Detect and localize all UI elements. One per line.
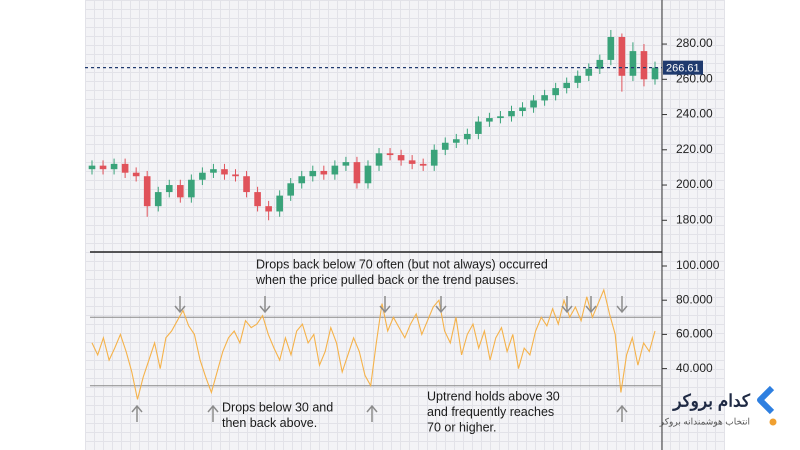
y-tick-label: 280.00	[676, 36, 713, 50]
candle-body	[243, 176, 250, 193]
candle-body	[452, 139, 460, 143]
candle-body	[397, 155, 405, 161]
grid-background	[85, 0, 725, 450]
down-arrow-head	[561, 305, 573, 314]
y-tick-label: 80.000	[676, 292, 713, 306]
y-tick-label: 220.00	[676, 142, 713, 156]
candle-body	[143, 176, 151, 207]
candle-body	[386, 153, 394, 156]
y-tick-label: 100.000	[676, 258, 720, 272]
candle-body	[121, 163, 129, 173]
candle-body	[154, 192, 162, 207]
up-arrow-head	[366, 404, 378, 413]
candle-body	[618, 37, 626, 76]
annotation: when the price pulled back or the trend …	[255, 273, 519, 287]
candle-body	[177, 185, 184, 198]
candle-body	[408, 160, 416, 164]
candle-body	[199, 172, 206, 180]
candle-body	[607, 37, 615, 60]
candle-body	[486, 118, 493, 122]
annotation: 70 or higher.	[427, 420, 497, 434]
candle-body	[419, 163, 427, 166]
candle-body	[320, 170, 328, 175]
rsi-line	[91, 288, 656, 400]
candle-body	[563, 82, 570, 89]
y-tick-label: 60.000	[676, 327, 713, 341]
candle-body	[265, 206, 272, 212]
y-tick-label: 240.00	[676, 107, 713, 121]
up-arrow-head	[207, 404, 219, 413]
candle-body	[629, 51, 637, 76]
candle-body	[309, 170, 317, 177]
candle-body	[254, 192, 261, 207]
last-price-box	[663, 60, 703, 75]
annotation: Drops below 30 and	[222, 400, 333, 414]
candle-body	[232, 174, 239, 177]
last-price-label: 266.61	[666, 63, 700, 75]
candle-body	[530, 100, 537, 108]
candle-body	[331, 165, 339, 175]
candle-body	[276, 195, 283, 212]
candle-body	[342, 162, 350, 166]
candle-body	[287, 183, 295, 196]
candle-body	[210, 169, 217, 173]
candle-body	[188, 179, 195, 198]
candle-body	[375, 153, 383, 166]
candle-body	[441, 142, 449, 150]
candle-body	[541, 95, 548, 101]
annotation: Uptrend holds above 30	[427, 389, 560, 403]
y-tick-label: 260.00	[676, 71, 713, 85]
down-arrow-head	[435, 305, 447, 314]
candle-body	[519, 107, 526, 112]
candle-body	[574, 75, 582, 83]
down-arrow-head	[174, 305, 186, 314]
candle-body	[552, 88, 559, 96]
candle-body	[651, 67, 659, 80]
candle-body	[221, 169, 228, 175]
candle-body	[585, 68, 593, 76]
candle-body	[88, 165, 96, 170]
candle-body	[110, 163, 118, 170]
candle-body	[497, 116, 504, 119]
candle-body	[640, 51, 648, 80]
logo-dot	[769, 418, 777, 426]
down-arrow-head	[616, 305, 628, 314]
up-arrow-head	[616, 404, 628, 413]
candle-body	[596, 59, 604, 69]
y-tick-label: 40.000	[676, 361, 713, 375]
candle-body	[508, 111, 515, 117]
candle-body	[364, 165, 372, 184]
down-arrow-head	[585, 305, 597, 314]
y-tick-label: 180.00	[676, 212, 713, 226]
y-tick-label: 200.00	[676, 177, 713, 191]
candle-body	[475, 121, 482, 134]
brand-tagline: انتخاب هوشمندانه بروکر	[659, 416, 750, 427]
candle-body	[298, 176, 306, 184]
up-arrow-head	[131, 404, 143, 413]
logo-icon	[757, 385, 775, 415]
candle-body	[464, 133, 471, 140]
candle-body	[99, 165, 107, 170]
annotation: Drops back below 70 often (but not alway…	[256, 257, 548, 271]
brand-name: کدام بروکر	[671, 391, 751, 411]
candle-body	[430, 149, 438, 166]
candle-body	[353, 162, 361, 184]
annotation: and frequently reaches	[427, 405, 554, 419]
annotation: then back above.	[222, 416, 317, 430]
candle-body	[132, 172, 140, 177]
candle-body	[165, 185, 173, 193]
down-arrow-head	[259, 305, 271, 314]
down-arrow-head	[379, 305, 391, 314]
